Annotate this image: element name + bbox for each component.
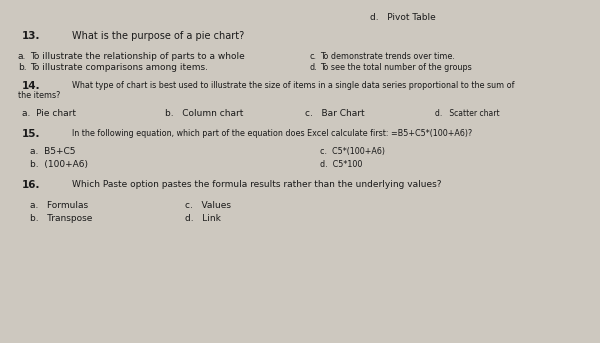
Text: c.  C5*(100+A6): c. C5*(100+A6)	[320, 147, 385, 156]
Text: 16.: 16.	[22, 180, 41, 190]
Text: In the following equation, which part of the equation does Excel calculate first: In the following equation, which part of…	[72, 129, 472, 138]
Text: d.   Pivot Table: d. Pivot Table	[370, 13, 436, 22]
Text: What is the purpose of a pie chart?: What is the purpose of a pie chart?	[72, 31, 244, 41]
Text: c.   Values: c. Values	[185, 201, 231, 210]
Text: To illustrate the relationship of parts to a whole: To illustrate the relationship of parts …	[30, 52, 245, 61]
Text: b.: b.	[18, 63, 26, 72]
Text: d.   Scatter chart: d. Scatter chart	[435, 109, 500, 118]
Text: the items?: the items?	[18, 91, 61, 100]
Text: 15.: 15.	[22, 129, 41, 139]
Text: d.   Link: d. Link	[185, 214, 221, 223]
Text: To see the total number of the groups: To see the total number of the groups	[320, 63, 472, 72]
Text: What type of chart is best used to illustrate the size of items in a single data: What type of chart is best used to illus…	[72, 81, 515, 90]
Text: d.  C5*100: d. C5*100	[320, 160, 362, 169]
Text: Which Paste option pastes the formula results rather than the underlying values?: Which Paste option pastes the formula re…	[72, 180, 442, 189]
Text: c.: c.	[310, 52, 317, 61]
Text: 14.: 14.	[22, 81, 41, 91]
Text: d.: d.	[310, 63, 317, 72]
Text: b.   Transpose: b. Transpose	[30, 214, 92, 223]
Text: b.  (100+A6): b. (100+A6)	[30, 160, 88, 169]
Text: a.   Formulas: a. Formulas	[30, 201, 88, 210]
Text: a.: a.	[18, 52, 26, 61]
Text: 13.: 13.	[22, 31, 41, 41]
Text: To illustrate comparisons among items.: To illustrate comparisons among items.	[30, 63, 208, 72]
Text: a.  Pie chart: a. Pie chart	[22, 109, 76, 118]
Text: a.  B5+C5: a. B5+C5	[30, 147, 76, 156]
Text: c.   Bar Chart: c. Bar Chart	[305, 109, 365, 118]
Text: b.   Column chart: b. Column chart	[165, 109, 244, 118]
Text: To demonstrate trends over time.: To demonstrate trends over time.	[320, 52, 455, 61]
